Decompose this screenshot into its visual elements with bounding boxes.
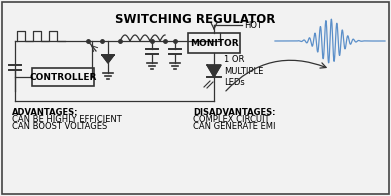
Text: CONTROLLER: CONTROLLER	[29, 73, 97, 82]
Text: CAN BOOST VOLTAGES: CAN BOOST VOLTAGES	[12, 122, 107, 131]
Polygon shape	[207, 65, 221, 77]
Text: MONITOR: MONITOR	[190, 38, 238, 47]
Text: ADVANTAGES:: ADVANTAGES:	[12, 108, 79, 117]
Bar	[188, 33, 240, 53]
Text: CAN BE HIGHLY EFFICIENT: CAN BE HIGHLY EFFICIENT	[12, 115, 122, 124]
Text: CAN GENERATE EMI: CAN GENERATE EMI	[193, 122, 276, 131]
Bar	[32, 68, 94, 86]
Text: COMPLEX CIRCUIT: COMPLEX CIRCUIT	[193, 115, 269, 124]
Text: SWITCHING REGULATOR: SWITCHING REGULATOR	[115, 13, 275, 26]
Text: 1 OR
MULTIPLE
LEDs: 1 OR MULTIPLE LEDs	[224, 55, 264, 87]
Polygon shape	[102, 55, 114, 63]
Text: HOT: HOT	[244, 21, 262, 30]
Text: DISADVANTAGES:: DISADVANTAGES:	[193, 108, 276, 117]
